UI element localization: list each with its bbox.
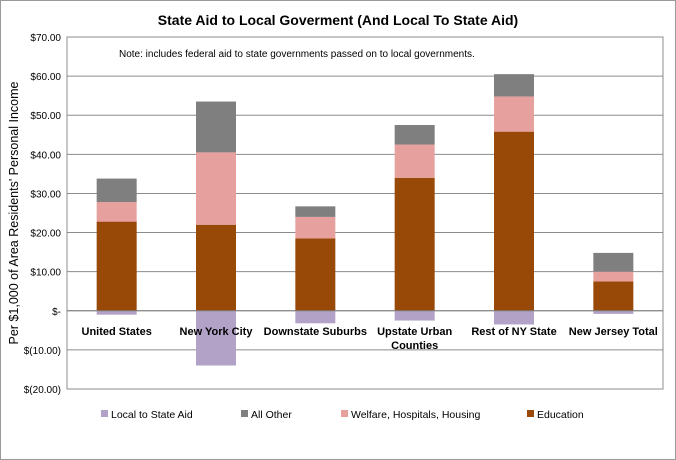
bar-segment-education (394, 177, 435, 311)
bar-segment-welfare-hospitals-housing (593, 271, 634, 282)
bar-segment-welfare-hospitals-housing (196, 152, 236, 225)
bar-segment-local-to-state-aid (394, 310, 435, 321)
y-tick-label: $30.00 (30, 189, 61, 200)
bar-segment-welfare-hospitals-housing (394, 144, 435, 178)
bar-segment-welfare-hospitals-housing (494, 96, 534, 132)
legend-swatch (341, 410, 348, 417)
bar-segment-education (196, 224, 236, 311)
x-category-label: New York City (180, 326, 254, 338)
bar-segment-education (295, 238, 336, 311)
legend-label: Local to State Aid (111, 409, 193, 421)
bar-segment-local-to-state-aid (295, 310, 336, 324)
bar-segment-local-to-state-aid (494, 310, 534, 325)
y-tick-label: $70.00 (30, 33, 61, 44)
legend-swatch (527, 410, 534, 417)
bar-segment-local-to-state-aid (593, 310, 634, 314)
y-tick-label: $50.00 (30, 111, 61, 122)
bar-segment-all-other (394, 125, 435, 145)
bar-segment-all-other (494, 74, 534, 97)
bar-segment-education (494, 131, 534, 311)
x-category-label: Upstate Urban (377, 326, 452, 338)
plot-area (66, 36, 664, 390)
y-tick-label: $(20.00) (24, 385, 61, 396)
legend-label: Education (537, 409, 584, 421)
x-category-label: Rest of NY State (471, 326, 556, 338)
bar-segment-all-other (593, 252, 634, 272)
y-tick-label: $20.00 (30, 229, 61, 240)
bar-segment-all-other (196, 101, 236, 153)
bar-segment-welfare-hospitals-housing (96, 202, 137, 222)
bar-segment-education (96, 221, 137, 311)
legend-swatch (241, 410, 248, 417)
bar-segment-welfare-hospitals-housing (295, 216, 336, 239)
legend-label: All Other (251, 409, 292, 421)
y-tick-label: $- (52, 307, 61, 318)
x-category-label: Downstate Suburbs (264, 326, 367, 338)
chart-title: State Aid to Local Goverment (And Local … (158, 12, 518, 28)
bar-segment-local-to-state-aid (96, 310, 137, 315)
bar-segment-all-other (295, 206, 336, 217)
chart-note: Note: includes federal aid to state gove… (119, 49, 475, 60)
legend-label: Welfare, Hospitals, Housing (351, 409, 481, 421)
bar-segment-local-to-state-aid (196, 310, 236, 366)
bar-segment-all-other (96, 178, 137, 203)
y-axis-label: Per $1,000 of Area Residents' Personal I… (7, 81, 21, 344)
x-category-label: New Jersey Total (569, 326, 658, 338)
y-tick-label: $10.00 (30, 268, 61, 279)
legend-swatch (101, 410, 108, 417)
y-tick-label: $40.00 (30, 150, 61, 161)
bar-segment-education (593, 281, 634, 311)
y-tick-label: $(10.00) (24, 346, 61, 357)
x-category-label: United States (82, 326, 152, 338)
y-tick-label: $60.00 (30, 72, 61, 83)
x-category-label: Counties (391, 340, 438, 352)
